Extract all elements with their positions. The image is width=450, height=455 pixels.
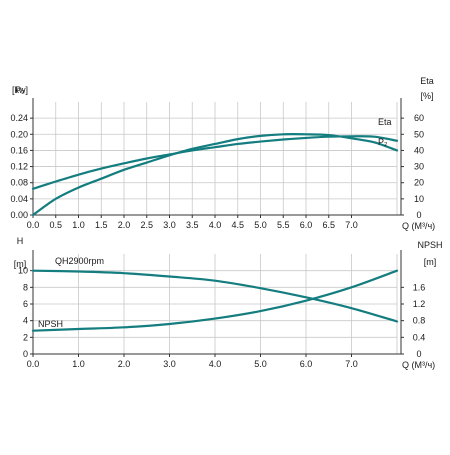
left-tick-label: 0 xyxy=(23,349,28,359)
series-line-npsh xyxy=(31,269,399,332)
right-tick-label: 40 xyxy=(414,145,424,155)
series-label: Eta xyxy=(378,117,392,127)
right-tick-label: 30 xyxy=(414,162,424,172)
x-tick-label: 1.5 xyxy=(95,220,108,230)
series-line-qh2900rpm xyxy=(31,269,399,323)
x-tick-label: 0.0 xyxy=(27,359,40,369)
left-axis-title: H xyxy=(17,236,24,246)
left-tick-label: 0.00 xyxy=(10,210,28,220)
left-tick-label: 0.12 xyxy=(10,162,28,172)
x-tick-label: 1.0 xyxy=(72,220,85,230)
left-tick-label: 8 xyxy=(23,282,28,292)
series-label: QH2900rpm xyxy=(55,256,104,266)
right-tick-label: 0 xyxy=(416,210,421,220)
right-tick-label: 0.8 xyxy=(413,316,426,326)
x-tick-label: 3.0 xyxy=(163,359,176,369)
series-line-p- xyxy=(31,135,399,190)
left-tick-label: 10 xyxy=(18,266,28,276)
x-tick-label: 5.0 xyxy=(254,220,267,230)
x-tick-label: 2.0 xyxy=(118,359,131,369)
right-tick-label: 20 xyxy=(414,178,424,188)
left-tick-label: 0.24 xyxy=(10,113,28,123)
left-tick-label: 0.04 xyxy=(10,194,28,204)
left-axis-unit: [m] xyxy=(14,259,27,269)
x-tick-label: 6.5 xyxy=(322,220,335,230)
right-tick-label: 1.6 xyxy=(413,282,426,292)
chart-power-efficiency: 0.0 0.5 1.0 1.5 2.0 2.5 3.0 3.5 4.0 4.5 5.0 5.5 6.0 6… xyxy=(10,76,435,231)
left-tick-label: 2 xyxy=(23,332,28,342)
x-tick-label: 5.5 xyxy=(277,220,290,230)
x-tick-label: 5.0 xyxy=(254,359,267,369)
x-tick-label: 3.5 xyxy=(186,220,199,230)
x-tick-label: 2.5 xyxy=(140,220,153,230)
left-axis-title: P₂ xyxy=(15,85,25,95)
x-axis-label: Q (M³/ч) xyxy=(402,221,435,231)
x-tick-label: 0.5 xyxy=(49,220,62,230)
right-tick-label: 10 xyxy=(414,194,424,204)
x-tick-label: 7.0 xyxy=(345,220,358,230)
left-tick-label: 0.16 xyxy=(10,145,28,155)
series-label: P₂ xyxy=(378,137,388,147)
left-tick-label: 4 xyxy=(23,316,28,326)
right-tick-label: 50 xyxy=(414,129,424,139)
x-tick-label: 2.0 xyxy=(118,220,131,230)
right-tick-label: 1.2 xyxy=(413,299,426,309)
right-tick-label: 60 xyxy=(414,113,424,123)
x-tick-label: 4.0 xyxy=(209,359,222,369)
right-axis-title: NPSH xyxy=(417,240,442,250)
left-tick-label: 0.20 xyxy=(10,129,28,139)
x-tick-label: 0.0 xyxy=(27,220,40,230)
x-tick-label: 4.5 xyxy=(231,220,244,230)
x-tick-label: 7.0 xyxy=(345,359,358,369)
left-tick-label: 6 xyxy=(23,299,28,309)
x-tick-label: 1.0 xyxy=(72,359,85,369)
x-axis-label: Q (M³/ч) xyxy=(402,360,435,370)
x-tick-label: 3.0 xyxy=(163,220,176,230)
grid xyxy=(32,102,398,216)
grid xyxy=(32,254,398,355)
right-tick-label: 0.4 xyxy=(413,332,426,342)
right-axis-unit: [m] xyxy=(424,257,437,267)
right-axis-title: Eta xyxy=(420,76,434,86)
chart-head-npsh: 0.0 1.0 2.0 3.0 4.0 5.0 6.0 7.0 Q (M³/ч)02468100… xyxy=(14,236,443,370)
x-tick-label: 6.0 xyxy=(300,359,313,369)
left-tick-label: 0.08 xyxy=(10,178,28,188)
left-axis-unit: [kw] xyxy=(12,85,28,95)
x-tick-label: 4.0 xyxy=(209,220,222,230)
right-axis-unit: [%] xyxy=(420,91,433,101)
x-tick-label: 6.0 xyxy=(300,220,313,230)
series-label: NPSH xyxy=(38,319,63,329)
right-tick-label: 0 xyxy=(416,349,421,359)
